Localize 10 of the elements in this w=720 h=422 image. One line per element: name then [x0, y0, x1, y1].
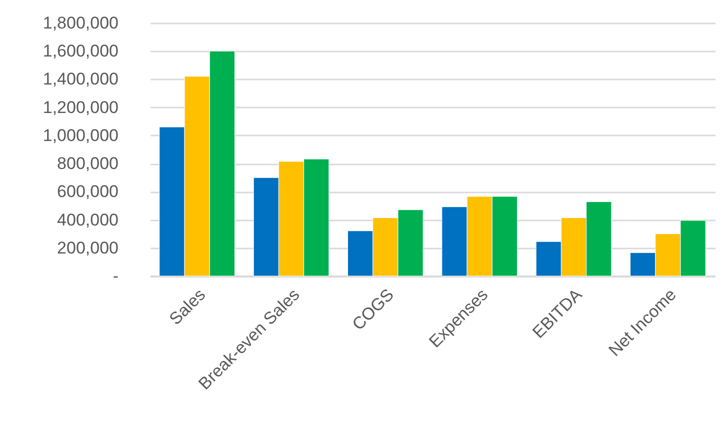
y-tick-label: 1,400,000 [42, 70, 118, 89]
y-tick-label: 1,600,000 [42, 42, 118, 61]
y-tick-label: 1,200,000 [42, 98, 118, 117]
y-tick-label: 800,000 [57, 154, 118, 174]
y-tick-label: 200,000 [57, 238, 118, 258]
y-tick-label: 1,000,000 [42, 126, 118, 145]
y-tick-label: 1,800,000 [42, 14, 118, 32]
y-tick-label: 600,000 [57, 182, 118, 202]
y-tick-label: - [112, 266, 118, 286]
y-tick-label: 400,000 [57, 210, 118, 230]
